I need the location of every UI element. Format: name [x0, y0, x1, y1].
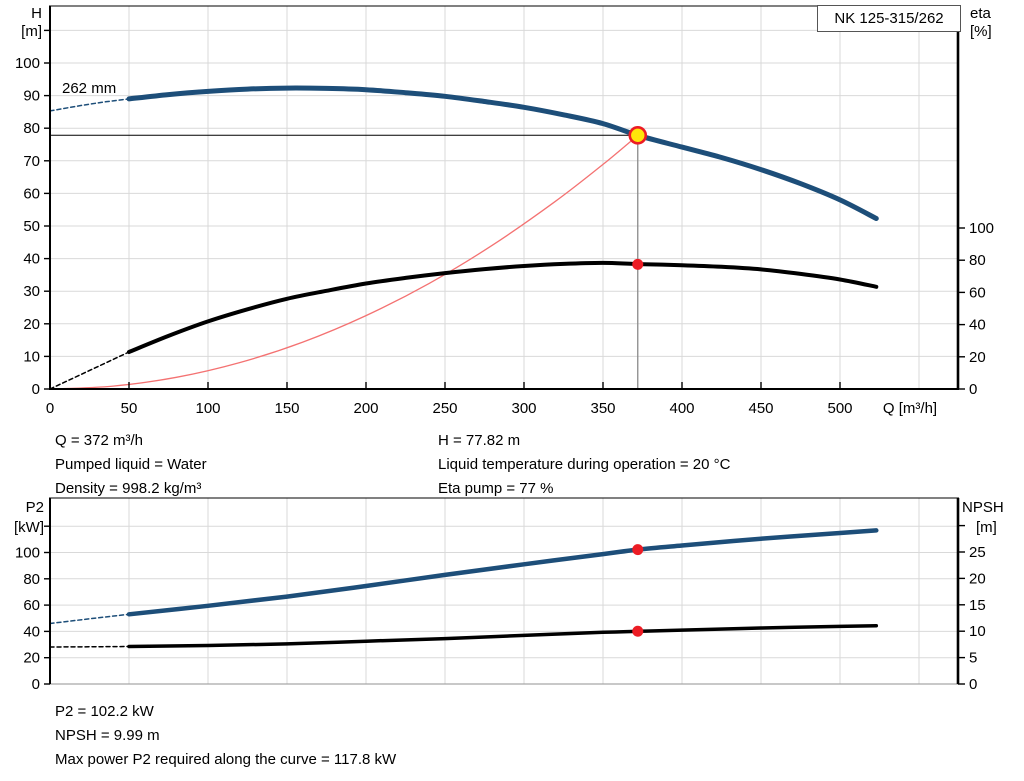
x-axis-tick-label: 150	[274, 400, 299, 417]
left-axis-tick-label: 0	[32, 676, 40, 693]
head-dashed-curve	[49, 98, 130, 112]
right-axis-name: eta	[970, 5, 992, 22]
left-axis-name: H	[31, 5, 42, 22]
left-axis-tick-label: 90	[23, 88, 40, 105]
x-axis-unit-label: Q [m³/h]	[883, 400, 937, 417]
left-axis-unit: [m]	[21, 23, 42, 40]
npsh-value-line: NPSH = 9.99 m	[55, 727, 160, 744]
right-axis-tick-label: 0	[969, 381, 977, 398]
liquid-temperature-line: Liquid temperature during operation = 20…	[438, 456, 731, 473]
power-info: P2 = 102.2 kW NPSH = 9.99 m Max power P2…	[55, 700, 396, 772]
qh-eta-chart: 0 10 20 30 40 50 60 70 80 90 100 0 20 40 60 80 100 0 50 100…	[15, 5, 994, 417]
right-axis-tick-label: 25	[969, 544, 986, 561]
left-axis-tick-label: 20	[23, 316, 40, 333]
pumped-liquid-line: Pumped liquid = Water	[55, 456, 207, 473]
right-axis-tick-label: 20	[969, 349, 986, 366]
x-axis-tick-label: 400	[669, 400, 694, 417]
right-axis-tick-label: 15	[969, 597, 986, 614]
right-axis-tick-label: 80	[969, 252, 986, 269]
left-axis-name: P2	[26, 499, 44, 516]
density-line: Density = 998.2 kg/m³	[55, 480, 202, 497]
x-axis-tick-label: 300	[511, 400, 536, 417]
x-axis-tick-label: 450	[748, 400, 773, 417]
left-axis-tick-label: 80	[23, 120, 40, 137]
left-axis-unit: [kW]	[14, 519, 44, 536]
flow-value-line: Q = 372 m³/h	[55, 432, 143, 449]
left-axis-tick-label: 80	[23, 571, 40, 588]
left-axis-tick-label: 100	[15, 545, 40, 562]
eta-point-marker	[632, 258, 644, 270]
system-curve-curve	[49, 134, 639, 390]
left-axis-tick-label: 60	[23, 597, 40, 614]
left-axis-tick-label: 30	[23, 283, 40, 300]
x-axis-tick-label: 350	[590, 400, 615, 417]
head-value-line: H = 77.82 m	[438, 432, 521, 449]
left-axis-tick-label: 0	[32, 381, 40, 398]
left-axis-tick-label: 10	[23, 348, 40, 365]
npsh-curve	[127, 623, 879, 649]
right-axis-tick-label: 20	[969, 570, 986, 587]
right-axis-unit: [%]	[970, 23, 992, 40]
right-axis-tick-label: 0	[969, 676, 977, 693]
head-curve	[126, 85, 879, 221]
p2-npsh-chart: 0 20 40 60 80 100 0 5 10 15 20 25 P2 [kW] NPSH [m]	[14, 497, 1004, 693]
x-axis-tick-label: 0	[46, 400, 54, 417]
right-axis-tick-label: 100	[969, 220, 994, 237]
duty-point-marker[interactable]	[628, 126, 648, 145]
eta-dashed-curve	[49, 351, 130, 390]
left-axis-tick-label: 100	[15, 55, 40, 72]
npsh-dashed-curve	[49, 645, 130, 648]
max-power-line: Max power P2 required along the curve = …	[55, 751, 397, 768]
right-axis-tick-label: 5	[969, 650, 977, 667]
right-axis-unit: [m]	[976, 519, 997, 536]
left-axis-tick-label: 40	[23, 251, 40, 268]
x-axis-tick-label: 100	[195, 400, 220, 417]
duty-info-right: H = 77.82 m Liquid temperature during op…	[438, 429, 730, 501]
right-axis-name: NPSH	[962, 499, 1004, 516]
impeller-diameter-label: 262 mm	[62, 80, 117, 97]
duty-info-left: Q = 372 m³/h Pumped liquid = Water Densi…	[55, 429, 207, 501]
x-axis-tick-label: 250	[432, 400, 457, 417]
x-axis-tick-label: 50	[121, 400, 138, 417]
left-axis-tick-label: 20	[23, 650, 40, 667]
p2-point-marker	[632, 544, 644, 556]
left-axis-tick-label: 40	[23, 623, 40, 640]
npsh-point-marker	[632, 625, 644, 637]
pump-model-badge: NK 125-315/262	[817, 5, 961, 32]
left-axis-tick-label: 50	[23, 218, 40, 235]
x-axis-tick-label: 500	[827, 400, 852, 417]
left-axis-tick-label: 70	[23, 153, 40, 170]
right-axis-tick-label: 60	[969, 284, 986, 301]
eta-pump-line: Eta pump = 77 %	[438, 480, 554, 497]
x-axis-tick-label: 200	[353, 400, 378, 417]
right-axis-tick-label: 10	[969, 623, 986, 640]
eta-curve	[127, 260, 879, 354]
p2-curve	[126, 528, 879, 617]
left-axis-tick-label: 60	[23, 185, 40, 202]
p2-value-line: P2 = 102.2 kW	[55, 703, 154, 720]
p2-dashed-curve	[49, 613, 130, 625]
right-axis-tick-label: 40	[969, 317, 986, 334]
